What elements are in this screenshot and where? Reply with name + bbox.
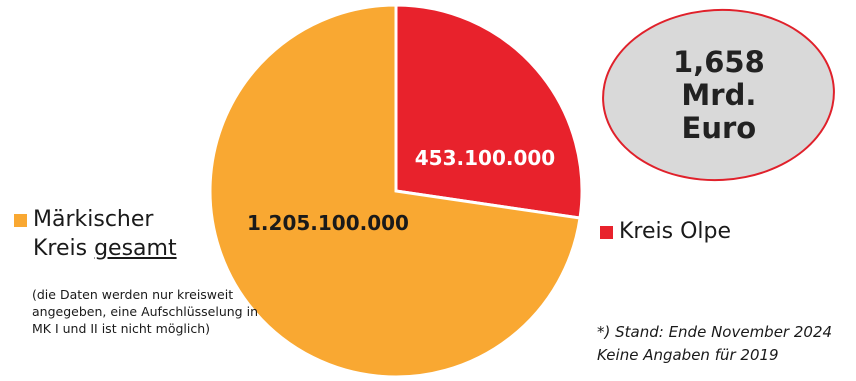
legend-label-kreis-olpe: Kreis Olpe [619,219,732,244]
legend-mk-line1: Märkischer [33,207,154,232]
footnote-line1: *) Stand: Ende November 2024 [597,323,833,341]
slice-label-kreis-olpe: 453.100.000 [415,146,555,170]
footnote-line2: Keine Angaben für 2019 [597,346,779,364]
footnote: *) Stand: Ende November 2024 Keine Angab… [597,321,856,367]
legend-mk-gesamt: gesamt [94,236,177,261]
legend-swatch-maerkischer-kreis [14,214,27,227]
total-text: 1,658 Mrd. Euro [672,44,765,145]
legend-label-maerkischer-kreis: Märkischer Kreis gesamt [33,205,177,263]
legend-item-maerkischer-kreis: Märkischer Kreis gesamt [14,205,177,263]
legend-swatch-kreis-olpe [600,226,613,239]
legend-item-kreis-olpe: Kreis Olpe [600,217,731,246]
slice-maerkischer-kreis [208,3,582,379]
slice-kreis-olpe [394,3,584,220]
pie-slices [208,3,584,379]
legend-mk-kreis: Kreis [33,236,95,261]
slice-label-maerkischer-kreis: 1.205.100.000 [247,211,409,235]
data-note: (die Daten werden nur kreisweit angegebe… [32,287,258,336]
legend-mk-line2: Kreis gesamt [33,234,177,263]
